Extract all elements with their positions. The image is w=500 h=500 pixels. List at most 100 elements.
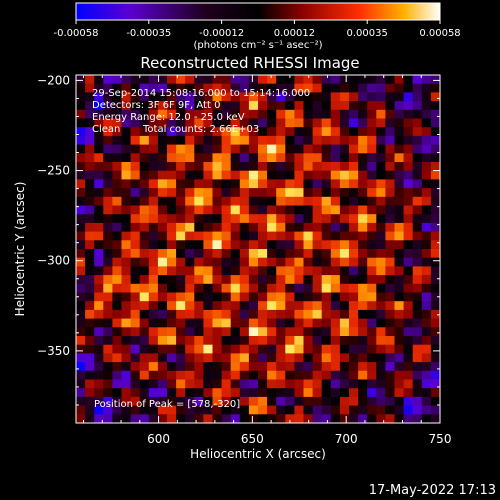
heatmap-cell [76, 222, 86, 232]
heatmap-cell [385, 379, 395, 389]
heatmap-cell [421, 301, 432, 311]
heatmap-cell [312, 257, 323, 267]
heatmap-cell [294, 162, 304, 172]
heatmap-cell [203, 379, 213, 389]
heatmap-cell [403, 135, 414, 145]
heatmap-cell [139, 144, 150, 154]
heatmap-cell [94, 231, 104, 241]
heatmap-cell [267, 327, 277, 337]
heatmap-cell [130, 144, 141, 154]
heatmap-cell [239, 162, 250, 172]
heatmap-cell [85, 214, 95, 224]
heatmap-cell [185, 257, 195, 267]
heatmap-cell [176, 249, 186, 259]
heatmap-cell [358, 196, 368, 206]
heatmap-cell [339, 370, 350, 380]
heatmap-cell [321, 240, 332, 250]
heatmap-cell [221, 162, 232, 172]
heatmap-cell [112, 275, 122, 285]
heatmap-cell [167, 379, 177, 389]
heatmap-cell [185, 344, 195, 354]
heatmap-cell [76, 170, 86, 180]
heatmap-cell [421, 379, 432, 389]
heatmap-cell [403, 109, 414, 119]
heatmap-cell [349, 162, 359, 172]
heatmap-cell [94, 153, 104, 163]
heatmap-cell [203, 162, 213, 172]
heatmap-cell [312, 162, 323, 172]
heatmap-cell [394, 240, 404, 250]
heatmap-cell [367, 327, 377, 337]
heatmap-cell [285, 162, 295, 172]
heatmap-cell [367, 249, 377, 259]
heatmap-cell [394, 336, 404, 346]
heatmap-cell [330, 231, 341, 241]
heatmap-cell [385, 170, 395, 180]
heatmap-cell [230, 188, 241, 198]
heatmap-cell [148, 257, 159, 267]
heatmap-cell [349, 205, 359, 215]
heatmap-cell [376, 118, 386, 128]
heatmap-cell [94, 179, 104, 189]
heatmap-cell [294, 75, 304, 85]
heatmap-cell [221, 309, 232, 319]
colorbar-tick-label: -0.00012 [199, 28, 244, 39]
heatmap-cell [185, 205, 195, 215]
heatmap-cell [321, 292, 332, 302]
heatmap-cell [294, 118, 304, 128]
heatmap-cell [312, 240, 323, 250]
heatmap-cell [294, 353, 304, 363]
heatmap-cell [412, 318, 423, 328]
heatmap-cell [376, 405, 386, 415]
heatmap-cell [248, 388, 259, 398]
heatmap-cell [403, 222, 414, 232]
heatmap-cell [276, 153, 286, 163]
heatmap-cell [85, 75, 95, 85]
heatmap-cell [421, 275, 432, 285]
heatmap-cell [312, 83, 323, 93]
heatmap-cell [212, 266, 222, 276]
heatmap-cell [239, 257, 250, 267]
heatmap-cell [212, 283, 222, 293]
heatmap-cell [376, 109, 386, 119]
heatmap-cell [294, 388, 304, 398]
heatmap-cell [121, 75, 131, 85]
heatmap-cell [121, 222, 131, 232]
heatmap-cell [130, 188, 141, 198]
heatmap-cell [185, 222, 195, 232]
heatmap-cell [412, 231, 423, 241]
heatmap-cell [203, 292, 213, 302]
heatmap-cell [121, 283, 131, 293]
heatmap-cell [267, 214, 277, 224]
heatmap-cell [148, 222, 159, 232]
heatmap-cell [112, 370, 122, 380]
heatmap-cell [194, 344, 204, 354]
heatmap-cell [312, 144, 323, 154]
heatmap-cell [321, 144, 332, 154]
heatmap-cell [221, 127, 232, 137]
heatmap-cell [239, 92, 250, 102]
heatmap-cell [157, 75, 168, 85]
heatmap-cell [167, 318, 177, 328]
heatmap-cell [349, 370, 359, 380]
heatmap-cell [130, 266, 141, 276]
y-tick-label: −200 [37, 73, 70, 87]
timestamp: 17-May-2022 17:13 [369, 483, 496, 498]
heatmap-cell [394, 162, 404, 172]
heatmap-cell [267, 170, 277, 180]
heatmap-cell [285, 75, 295, 85]
heatmap-cell [76, 249, 86, 259]
colorbar-ticks: -0.00058 -0.00035 -0.00012 0.00012 0.00035 0.… [54, 20, 461, 39]
heatmap-cell [112, 309, 122, 319]
heatmap-cell [358, 214, 368, 224]
heatmap-cell [285, 153, 295, 163]
heatmap-cell [385, 75, 395, 85]
heatmap-cell [212, 196, 222, 206]
heatmap-cell [203, 275, 213, 285]
heatmap-cell [358, 135, 368, 145]
heatmap-cell [94, 188, 104, 198]
heatmap-cell [385, 353, 395, 363]
heatmap-cell [367, 205, 377, 215]
heatmap-cell [176, 405, 186, 415]
heatmap-cell [367, 135, 377, 145]
